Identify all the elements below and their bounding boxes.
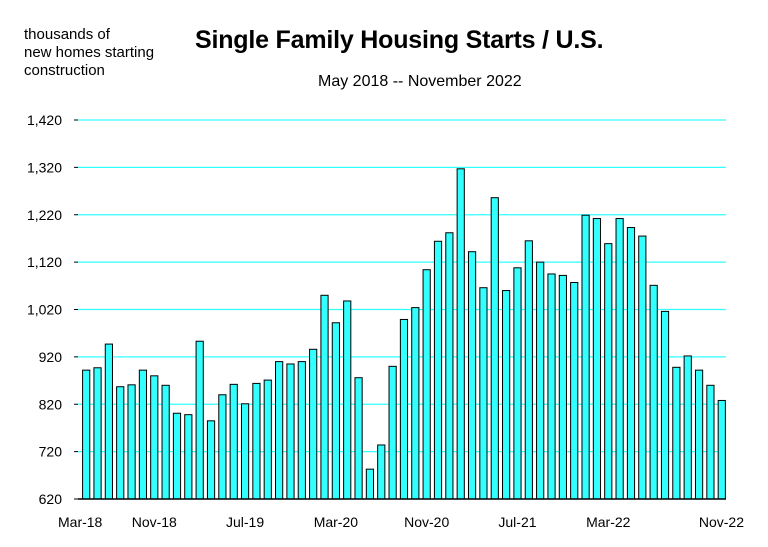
bar [490,197,499,500]
y-tick-label: 620 [39,491,63,507]
bar [433,240,443,500]
bar [172,412,182,500]
bar [161,384,170,500]
bar [570,282,579,500]
bar [672,366,681,500]
bar [399,318,409,500]
y-tick-label: 920 [39,349,63,365]
bar [581,214,590,500]
x-tick-label: Nov-22 [699,514,744,530]
bar [660,310,670,500]
bar [331,322,340,500]
bar [309,348,318,500]
bar [694,369,704,500]
bar [138,369,148,500]
bar [320,294,329,500]
x-tick-labels: Mar-18 Nov-18 Jul-19 Mar-20 Nov-20 Jul-21 Mar-… [58,514,744,530]
x-tick-label: Mar-18 [58,514,103,530]
bar [104,343,113,500]
bar [445,232,454,500]
bar [604,243,613,500]
bar [229,383,238,500]
bar [184,414,193,500]
x-tick-label: Nov-18 [132,514,177,530]
bar [377,444,386,500]
bar [286,363,295,500]
y-tick-label: 1,320 [27,159,62,175]
y-axis-label-line: thousands of [24,26,110,43]
bar [467,251,477,500]
x-tick-label: Mar-20 [314,514,359,530]
y-tick-label: 820 [39,396,63,412]
bar [252,382,261,500]
y-axis-label-line: new homes starting [24,44,155,61]
bar [240,403,250,500]
bar [297,361,306,500]
x-tick-label: Jul-19 [226,514,264,530]
chart-title: Single Family Housing Starts / U.S. [195,26,604,54]
y-axis-label: thousands of new homes starting construc… [24,26,154,80]
y-tick-label: 1,220 [27,207,62,223]
bar [150,375,159,500]
bar [615,218,624,500]
bar [195,340,204,500]
bar [275,361,284,500]
bar [411,307,420,500]
bar [354,377,363,500]
y-tick-label: 1,020 [27,302,62,318]
bar [116,386,125,500]
bar [456,168,465,500]
y-tick-label: 720 [39,444,63,460]
bar [649,284,658,500]
bar [524,240,533,500]
bar [717,399,726,500]
bar [547,273,556,500]
bar [592,218,602,500]
bar [127,384,136,500]
y-tick-label: 1,420 [27,112,62,128]
y-tick-labels: 620 720 820 920 1,020 1,120 1,220 1,320 1,420 [27,112,62,507]
bar [93,367,102,500]
bar [638,235,647,500]
bar [263,379,272,500]
bar [513,267,522,500]
bar [479,287,488,500]
bar [365,468,375,500]
bar [706,384,715,500]
bar [82,369,91,500]
bar [206,420,216,500]
x-tick-label: Nov-20 [404,514,449,530]
bar [536,261,545,500]
bars [82,168,726,500]
bar [218,394,227,500]
x-tick-label: Mar-22 [586,514,631,530]
bar [388,365,397,500]
chart-subtitle: May 2018 -- November 2022 [318,73,522,90]
bar [502,290,511,500]
bar [422,269,431,500]
x-tick-label: Jul-21 [498,514,536,530]
bar [558,274,567,500]
bar [683,355,692,500]
y-axis-label-line: construction [24,62,105,79]
y-tick-label: 1,120 [27,254,62,270]
axes [74,119,726,500]
bar [626,227,636,500]
bar [343,300,352,500]
